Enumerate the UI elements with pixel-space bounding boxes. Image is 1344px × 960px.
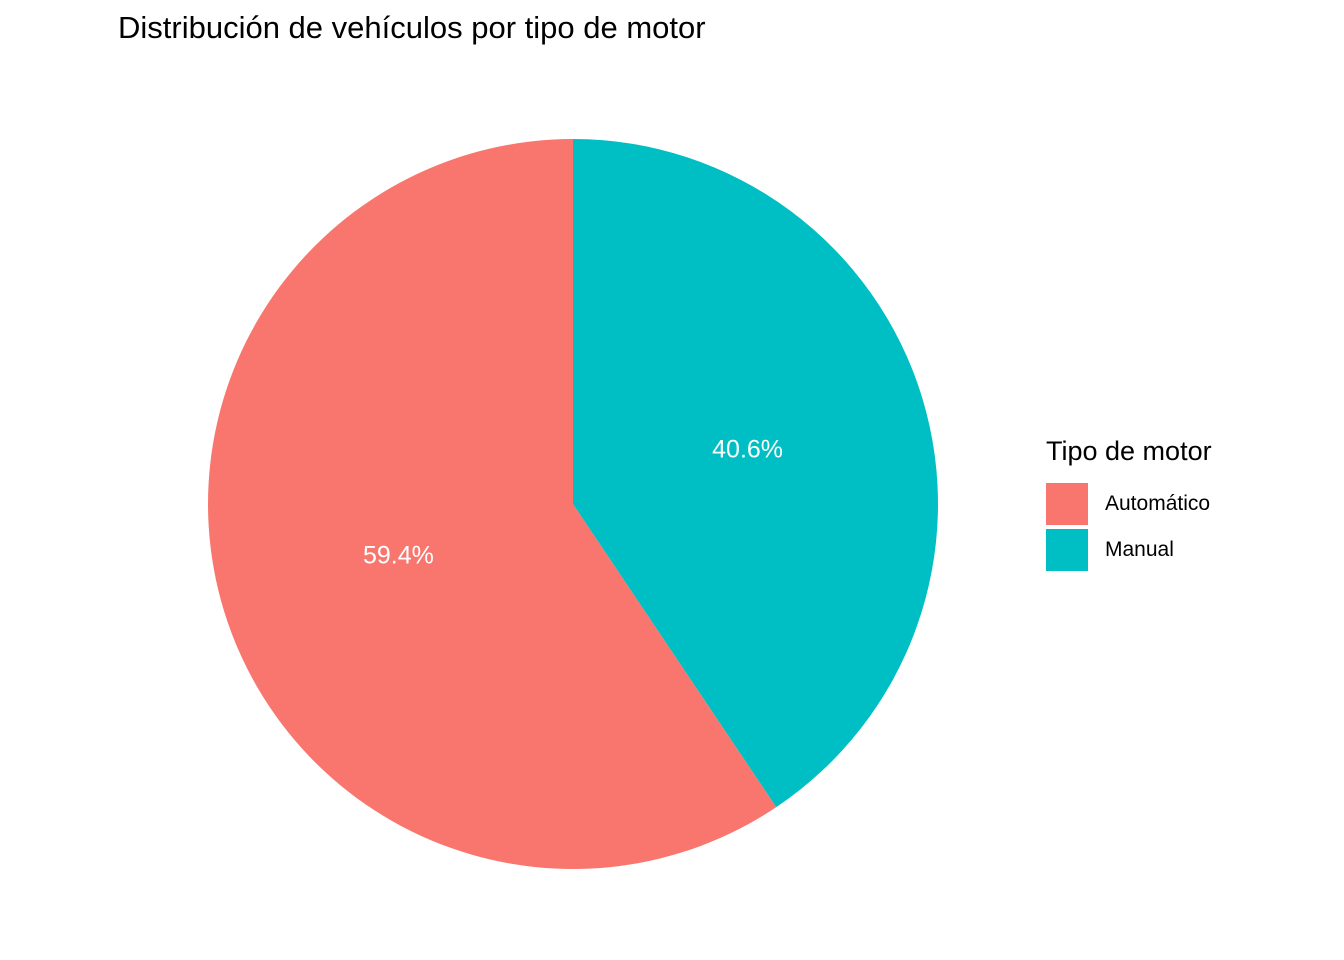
legend-key-1: [1046, 483, 1088, 525]
chart-title: Distribución de vehículos por tipo de mo…: [118, 10, 706, 45]
legend-item-1: Automático: [1046, 481, 1212, 527]
pie-slice-2: [573, 139, 939, 808]
legend-label-2: Manual: [1105, 538, 1174, 561]
slice-label-2: 40.6%: [712, 435, 783, 463]
pie-slices: [208, 139, 939, 869]
legend-items: Automático Manual: [1046, 481, 1212, 573]
legend-item-2: Manual: [1046, 527, 1212, 573]
legend: Tipo de motor Automático Manual: [1046, 436, 1212, 573]
slice-label-1: 59.4%: [363, 542, 434, 570]
pie-labels: 59.4% 40.6%: [363, 435, 783, 569]
pie-slice-1: [208, 139, 777, 869]
legend-key-2: [1046, 529, 1088, 571]
legend-label-1: Automático: [1105, 492, 1211, 515]
legend-title: Tipo de motor: [1046, 436, 1212, 466]
